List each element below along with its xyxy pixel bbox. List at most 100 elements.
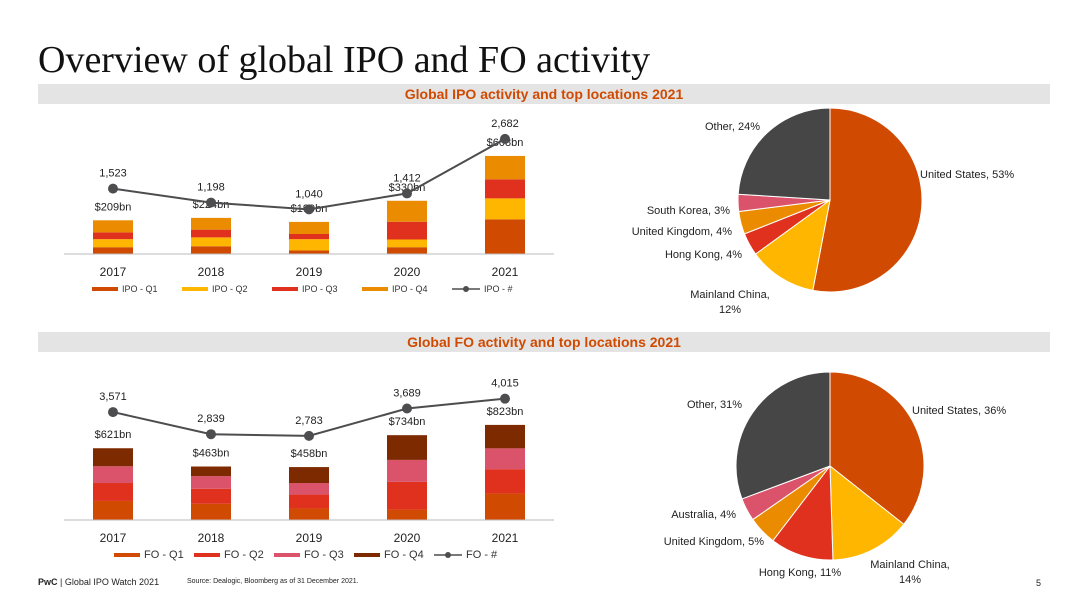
legend-marker xyxy=(463,286,469,292)
page-title: Overview of global IPO and FO activity xyxy=(38,39,651,81)
bar-segment xyxy=(485,469,525,494)
fo-section-banner: Global FO activity and top locations 202… xyxy=(38,332,1050,352)
legend-swatch xyxy=(272,287,298,291)
count-label: 2,783 xyxy=(295,415,323,427)
count-point xyxy=(304,430,314,441)
count-point xyxy=(108,183,118,194)
count-label: 1,198 xyxy=(197,182,225,194)
bar-segment xyxy=(289,221,329,234)
legend-label: FO - Q3 xyxy=(304,549,344,561)
bar-segment xyxy=(485,198,525,220)
pie-label: Mainland China, 12% xyxy=(690,289,770,316)
legend-label: FO - Q2 xyxy=(224,549,264,561)
fo-pie-chart: United States, 36% Mainland China, 14% Hong… xyxy=(664,371,1006,586)
bar-segment xyxy=(485,179,525,199)
page-number: 5 xyxy=(1036,578,1042,588)
bar-segment xyxy=(289,494,329,509)
pie-label: United States, 53% xyxy=(920,169,1014,181)
bar-value-label: $734bn xyxy=(389,416,426,428)
x-tick-label: 2018 xyxy=(198,531,225,545)
pie-label: United Kingdom, 5% xyxy=(664,536,764,548)
bar-segment xyxy=(485,155,525,180)
pie-slice xyxy=(737,107,831,201)
count-label: 3,571 xyxy=(99,391,127,403)
fo-bar-chart: $621bn 2017 $463bn 2018 $458bn 2019 $734bn 2020… xyxy=(64,378,554,561)
bar-segment xyxy=(93,220,133,233)
bar-segment xyxy=(93,239,133,248)
count-point xyxy=(500,133,510,144)
bar-segment xyxy=(289,483,329,495)
legend-swatch xyxy=(92,287,118,291)
footer: PwC | Global IPO Watch 2021 xyxy=(38,577,159,587)
legend-swatch xyxy=(362,287,388,291)
count-point xyxy=(304,204,314,215)
ipo-pie-chart: United States, 53% Mainland China, 12% Hong… xyxy=(632,107,1014,316)
pie-label: South Korea, 3% xyxy=(647,205,730,217)
bar-segment xyxy=(93,247,133,254)
ipo-bar-chart: $209bn2017$224bn2018$199bn2019$330bn2020… xyxy=(64,118,554,294)
legend-label: IPO - Q4 xyxy=(392,284,428,294)
legend-swatch xyxy=(274,553,300,557)
pie-label: United Kingdom, 4% xyxy=(632,226,732,238)
pie-slice xyxy=(812,107,923,293)
footer-brand: PwC xyxy=(38,577,58,587)
bar-value-label: $823bn xyxy=(487,406,524,418)
pie-label: Hong Kong, 4% xyxy=(665,249,742,261)
bar-segment xyxy=(387,221,427,240)
bar-segment xyxy=(93,483,133,501)
legend-swatch xyxy=(354,553,380,557)
bar-segment xyxy=(387,200,427,222)
pie-label: Other, 31% xyxy=(687,399,742,411)
bar-segment xyxy=(191,488,231,504)
pie-slice xyxy=(829,464,905,561)
x-tick-label: 2017 xyxy=(100,265,127,279)
ipo-section-banner: Global IPO activity and top locations 20… xyxy=(38,84,1050,104)
bar-segment xyxy=(387,435,427,460)
legend-label: IPO - Q1 xyxy=(122,284,158,294)
fo-section-title: Global FO activity and top locations 202… xyxy=(407,334,681,350)
pie-label: United States, 36% xyxy=(912,405,1006,417)
bar-value-label: $209bn xyxy=(95,201,132,213)
bar-segment xyxy=(485,448,525,470)
legend-swatch xyxy=(194,553,220,557)
bar-segment xyxy=(387,481,427,510)
bar-segment xyxy=(485,424,525,449)
count-label: 1,040 xyxy=(295,188,323,200)
bar-segment xyxy=(289,234,329,240)
x-tick-label: 2017 xyxy=(100,531,127,545)
bar-segment xyxy=(387,239,427,248)
pie-slice xyxy=(829,371,925,525)
bar-segment xyxy=(93,466,133,484)
count-point xyxy=(206,429,216,440)
bar-segment xyxy=(93,232,133,240)
legend-label: IPO - # xyxy=(484,284,513,294)
count-label: 2,839 xyxy=(197,413,225,425)
bar-value-label: $458bn xyxy=(291,448,328,460)
bar-value-label: $621bn xyxy=(95,429,132,441)
x-tick-label: 2020 xyxy=(394,265,421,279)
bar-segment xyxy=(387,509,427,520)
count-point xyxy=(500,393,510,404)
bar-segment xyxy=(485,219,525,254)
bar-segment xyxy=(387,459,427,482)
legend-label: FO - # xyxy=(466,549,498,561)
bar-segment xyxy=(289,508,329,520)
bar-segment xyxy=(191,476,231,489)
bar-segment xyxy=(289,467,329,484)
legend-label: FO - Q4 xyxy=(384,549,424,561)
count-point xyxy=(108,407,118,418)
bar-segment xyxy=(289,239,329,251)
bar-segment xyxy=(387,247,427,254)
bar-segment xyxy=(191,229,231,238)
footer-text: | Global IPO Watch 2021 xyxy=(57,577,160,587)
legend-label: IPO - Q3 xyxy=(302,284,338,294)
x-tick-label: 2018 xyxy=(198,265,225,279)
pie-label: Hong Kong, 11% xyxy=(759,567,842,579)
pie-label: Other, 24% xyxy=(705,121,760,133)
count-point xyxy=(206,197,216,208)
bar-segment xyxy=(93,448,133,467)
ipo-section-title: Global IPO activity and top locations 20… xyxy=(404,86,684,102)
pie-label: Mainland China, 14% xyxy=(870,559,950,586)
count-label: 4,015 xyxy=(491,378,519,390)
bar-value-label: $463bn xyxy=(193,447,230,459)
